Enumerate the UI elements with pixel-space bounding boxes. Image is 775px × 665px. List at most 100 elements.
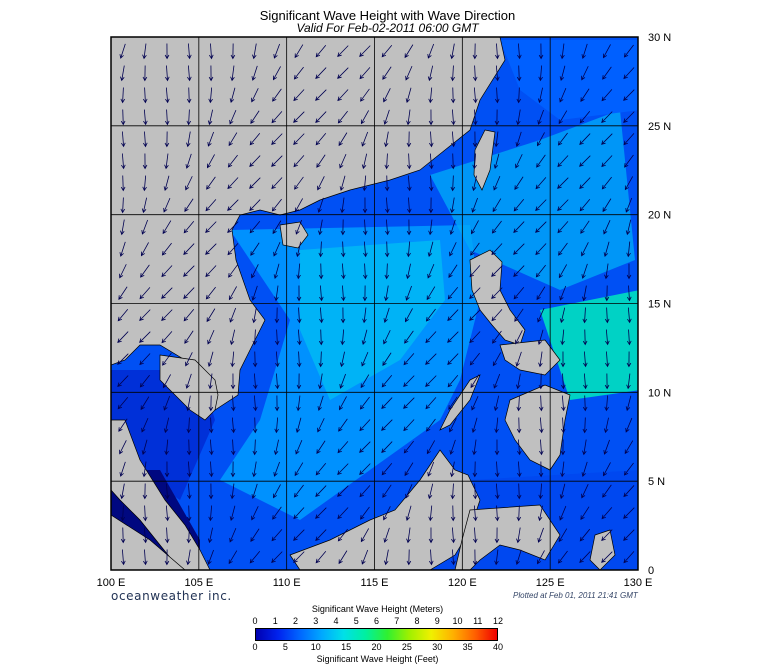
wave-arrow — [537, 550, 545, 565]
wave-arrow — [231, 417, 236, 434]
wave-arrow — [186, 131, 191, 148]
wave-arrow — [472, 549, 478, 566]
wave-arrow — [516, 109, 521, 126]
wave-arrow — [184, 198, 194, 212]
wave-arrow — [340, 219, 346, 236]
wave-arrow — [317, 176, 325, 191]
wave-arrow — [315, 44, 327, 58]
wave-arrow — [535, 199, 547, 211]
wave-arrow — [579, 528, 591, 542]
wave-arrow — [494, 439, 500, 456]
wave-arrow — [251, 264, 259, 279]
wave-arrow — [472, 461, 478, 478]
wave-arrow — [381, 374, 393, 388]
lat-lon-grid — [111, 37, 638, 570]
wave-arrow — [339, 175, 346, 192]
wave-arrow — [515, 549, 522, 565]
wave-arrow — [163, 417, 170, 434]
wave-arrow — [231, 395, 236, 412]
wave-arrow — [515, 351, 522, 367]
wave-arrow — [293, 133, 305, 145]
wave-arrow — [251, 483, 258, 499]
wave-arrow — [472, 439, 477, 456]
wave-arrow — [185, 352, 193, 367]
wave-arrow — [469, 352, 480, 366]
wave-arrow — [362, 307, 367, 324]
wave-arrow — [362, 175, 367, 192]
lon-label: 100 E — [97, 577, 126, 589]
wave-arrow — [448, 396, 458, 410]
wave-arrow — [623, 67, 635, 80]
wave-arrow — [340, 241, 346, 258]
wave-arrow — [560, 417, 566, 434]
wave-arrow — [538, 395, 544, 412]
wave-arrow — [251, 88, 259, 103]
land-cambodia — [159, 354, 219, 421]
wave-arrow — [143, 549, 148, 566]
wave-arrow — [491, 265, 503, 277]
wave-arrow — [296, 285, 302, 302]
wave-arrow — [516, 65, 522, 82]
wave-arrow — [228, 132, 238, 147]
wave-arrow — [427, 43, 435, 59]
wave-arrow — [382, 66, 392, 80]
wave-arrow — [315, 529, 327, 542]
wave-arrow — [293, 155, 305, 168]
wave-arrow — [120, 65, 125, 82]
wave-arrow — [494, 87, 500, 104]
wave-arrow — [207, 527, 213, 544]
wave-arrow — [250, 242, 260, 256]
wave-arrow — [165, 87, 170, 104]
wave-arrow — [252, 461, 257, 478]
wave-arrow — [205, 265, 217, 278]
wave-arrow — [623, 111, 635, 123]
lon-label: 110 E — [273, 577, 301, 589]
wave-arrow — [120, 483, 125, 500]
wave-arrow — [625, 395, 632, 412]
wave-arrow — [426, 418, 436, 432]
wave-arrow — [187, 483, 192, 500]
wave-arrow — [447, 331, 459, 343]
wave-arrow — [120, 197, 126, 214]
wave-arrow — [229, 307, 237, 323]
wave-arrow — [493, 373, 501, 389]
wave-arrow — [117, 375, 129, 388]
wave-arrow — [405, 285, 412, 301]
wave-arrow — [359, 396, 370, 410]
wave-arrow — [582, 329, 588, 346]
wave-arrow — [623, 485, 635, 498]
wave-arrow — [428, 527, 434, 544]
wave-arrow — [359, 441, 371, 453]
wave-arrow — [469, 287, 481, 299]
wave-arrow — [537, 87, 543, 104]
wave-arrow — [161, 287, 173, 299]
wave-arrow — [337, 45, 349, 57]
wave-arrow — [297, 329, 302, 346]
wave-arrow — [451, 549, 456, 566]
wave-arrow — [360, 88, 370, 102]
wave-arrow — [315, 462, 327, 476]
lat-label: 30 N — [648, 32, 671, 44]
wave-arrow — [407, 197, 412, 214]
wave-arrow — [339, 396, 347, 411]
land-malay-peninsula — [111, 419, 211, 570]
wave-arrow — [361, 351, 369, 367]
land-luzon — [469, 249, 526, 346]
wave-arrow — [359, 67, 371, 80]
colorbar-meter-tick: 0 — [252, 616, 258, 626]
wave-arrow — [117, 308, 129, 322]
wave-arrow — [449, 439, 456, 455]
wave-arrow — [625, 417, 633, 433]
wave-arrow — [164, 439, 169, 456]
wave-arrow — [361, 549, 369, 565]
wave-arrow — [580, 506, 590, 520]
wave-arrow — [582, 395, 588, 412]
wave-arrow — [227, 243, 239, 256]
wave-arrow — [208, 87, 213, 104]
wave-arrow — [164, 527, 170, 544]
wave-arrow — [627, 307, 632, 324]
wave-arrow — [362, 285, 368, 302]
wave-arrow — [558, 264, 568, 279]
wave-arrow — [495, 65, 500, 82]
wave-arrow — [406, 549, 412, 566]
